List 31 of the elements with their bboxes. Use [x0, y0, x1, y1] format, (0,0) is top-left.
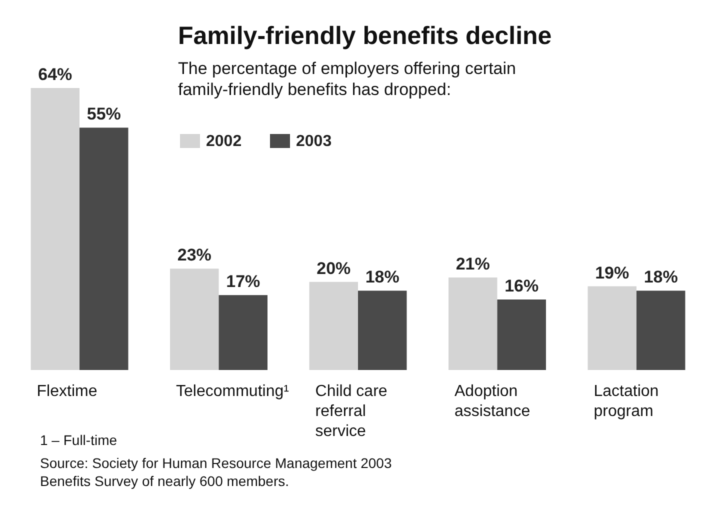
data-label: 16%: [504, 276, 539, 296]
data-label: 17%: [226, 272, 260, 292]
bar: [358, 290, 407, 370]
data-label: 21%: [456, 254, 490, 274]
data-label: 23%: [177, 246, 212, 265]
data-label: 18%: [644, 268, 678, 287]
chart-subtitle: The percentage of employers offering certain family-friendly benefits has dropped:: [178, 59, 516, 99]
x-tick-label: Child care referral service: [315, 383, 388, 440]
x-tick-label: Telecommuting¹: [176, 383, 289, 400]
x-tick-label: Flextime: [36, 383, 98, 400]
source-note: Source: Society for Human Resource Management 2003 Benefits Survey of nearly 600 members.: [40, 455, 392, 489]
legend-label: 2002: [206, 133, 242, 150]
chart-title: Family-friendly benefits decline: [178, 22, 552, 50]
data-label: 64%: [38, 65, 72, 84]
legend-label: 2003: [296, 133, 332, 150]
x-tick-label: Adoption assistance: [454, 383, 530, 420]
bar: [309, 282, 358, 370]
bar: [30, 88, 80, 370]
bar: [588, 286, 636, 370]
bar: [497, 300, 546, 370]
bar: [636, 290, 686, 370]
data-label: 19%: [595, 263, 630, 282]
bar: [80, 128, 128, 370]
bar: [170, 268, 219, 370]
bar: [218, 295, 268, 370]
bar: [448, 277, 498, 370]
data-label: 20%: [316, 258, 351, 278]
data-label: 18%: [365, 268, 400, 287]
data-label: 55%: [86, 104, 121, 124]
x-tick-label: Lactation program: [594, 383, 659, 420]
text: 1 – Full-time: [40, 432, 118, 448]
